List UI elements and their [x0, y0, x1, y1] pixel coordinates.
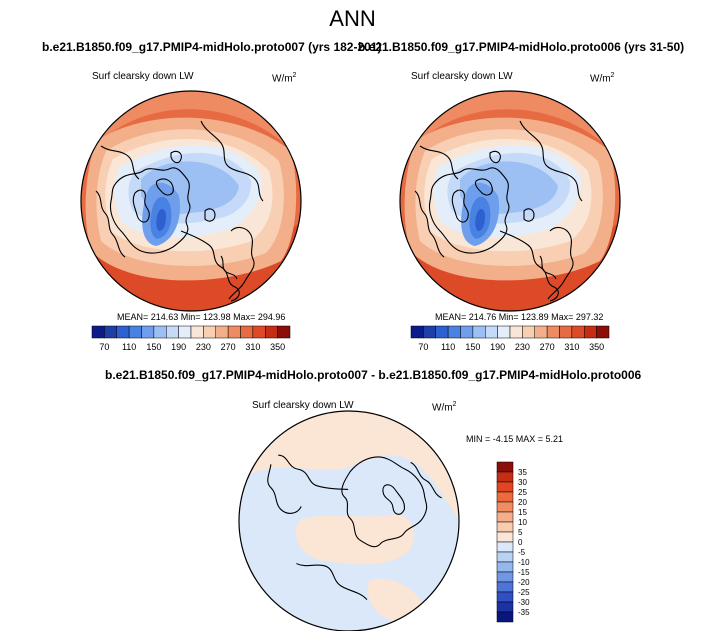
colorbar-swatch	[559, 325, 573, 339]
colorbar-label: 20	[518, 498, 527, 507]
colorbar-swatch	[460, 325, 474, 339]
colorbar-swatch	[447, 325, 461, 339]
colorbar-swatch	[546, 325, 560, 339]
colorbar-label: 150	[465, 342, 480, 352]
colorbar-label: 0	[518, 538, 523, 547]
colorbar-swatch	[596, 325, 610, 339]
colorbar-label: -35	[518, 608, 530, 617]
diff-minmax: MIN = -4.15 MAX = 5.21	[466, 434, 564, 444]
colorbar-swatch	[277, 325, 291, 339]
colorbar-label: -25	[518, 588, 530, 597]
panel-1-stats: MEAN= 214.63 Min= 123.98 Max= 294.96	[117, 312, 286, 322]
colorbar-swatch	[178, 325, 192, 339]
colorbar-label: 310	[564, 342, 579, 352]
colorbar-swatch	[435, 325, 449, 339]
colorbar-swatch	[265, 325, 278, 339]
colorbar-label: 190	[171, 342, 186, 352]
diff-title: b.e21.B1850.f09_g17.PMIP4-midHolo.proto0…	[105, 368, 642, 382]
colorbar-label: 5	[518, 528, 523, 537]
panel-1-units: W/m2	[272, 72, 297, 85]
colorbar-swatch	[571, 325, 585, 339]
colorbar-swatch	[153, 325, 167, 339]
colorbar-swatch	[496, 601, 514, 613]
colorbar-label: 230	[196, 342, 211, 352]
colorbar-label: 70	[99, 342, 109, 352]
colorbar-swatch	[496, 541, 514, 553]
colorbar-swatch	[203, 325, 216, 339]
panel-2-variable: Surf clearsky down LW	[411, 71, 513, 82]
colorbar-swatch	[116, 325, 130, 339]
colorbar-swatch	[91, 325, 105, 339]
colorbar-label: 230	[515, 342, 530, 352]
colorbar-label: -5	[518, 548, 526, 557]
colorbar-swatch	[227, 325, 241, 339]
colorbar-label: 30	[518, 478, 527, 487]
panel-1-variable: Surf clearsky down LW	[92, 71, 194, 82]
panel-2-colorbar: 70 110 150 190 230 270 310 350	[410, 325, 610, 352]
colorbar-swatch	[509, 325, 523, 339]
colorbar-label: 10	[518, 518, 527, 527]
colorbar-swatch	[190, 325, 204, 339]
panel-2-case-title: b.e21.B1850.f09_g17.PMIP4-midHolo.proto0…	[358, 40, 685, 54]
colorbar-swatch	[215, 325, 229, 339]
diff-units: W/m2	[432, 401, 457, 414]
colorbar-swatch	[496, 511, 514, 523]
colorbar-swatch	[410, 325, 424, 339]
diff-variable: Surf clearsky down LW	[252, 400, 354, 411]
colorbar-label: 35	[518, 468, 527, 477]
colorbar-swatch	[485, 325, 498, 339]
colorbar-label: 350	[589, 342, 604, 352]
colorbar-label: 190	[490, 342, 505, 352]
colorbar-swatch	[534, 325, 548, 339]
colorbar-label: -15	[518, 568, 530, 577]
colorbar-swatch	[496, 481, 514, 493]
colorbar-label: 270	[540, 342, 555, 352]
colorbar-label: 270	[221, 342, 236, 352]
colorbar-swatch	[496, 581, 514, 593]
colorbar-label: 15	[518, 508, 527, 517]
figure-title: ANN	[329, 6, 376, 31]
colorbar-swatch	[496, 461, 514, 473]
colorbar-swatch	[496, 611, 514, 623]
colorbar-swatch	[496, 551, 514, 563]
colorbar-swatch	[496, 531, 514, 543]
colorbar-swatch	[128, 325, 142, 339]
panel-1-map	[81, 91, 301, 311]
colorbar-swatch	[240, 325, 254, 339]
panel-2-units: W/m2	[590, 72, 615, 85]
colorbar-label: 110	[122, 342, 136, 352]
colorbar-label: 25	[518, 488, 527, 497]
colorbar-swatch	[423, 325, 436, 339]
colorbar-swatch	[472, 325, 486, 339]
diff-map	[239, 411, 459, 631]
colorbar-swatch	[584, 325, 597, 339]
colorbar-swatch	[497, 325, 511, 339]
colorbar-swatch	[522, 325, 535, 339]
colorbar-swatch	[496, 471, 514, 483]
colorbar-label: -10	[518, 558, 530, 567]
colorbar-label: 150	[146, 342, 161, 352]
colorbar-label: 110	[441, 342, 455, 352]
colorbar-swatch	[496, 561, 514, 573]
colorbar-swatch	[252, 325, 266, 339]
colorbar-label: 350	[270, 342, 285, 352]
colorbar-swatch	[496, 501, 514, 513]
colorbar-swatch	[104, 325, 117, 339]
colorbar-label: 70	[418, 342, 428, 352]
colorbar-swatch	[166, 325, 179, 339]
colorbar-label: -30	[518, 598, 530, 607]
panel-1-colorbar: 70 110 150 190 230 270 310 350	[91, 325, 291, 352]
colorbar-swatch	[141, 325, 155, 339]
colorbar-swatch	[496, 491, 514, 503]
panel-2-map	[400, 91, 620, 311]
colorbar-swatch	[496, 521, 514, 533]
panel-1-case-title: b.e21.B1850.f09_g17.PMIP4-midHolo.proto0…	[42, 40, 382, 54]
colorbar-swatch	[496, 591, 514, 603]
panel-2-stats: MEAN= 214.76 Min= 123.89 Max= 297.32	[435, 312, 604, 322]
colorbar-label: -20	[518, 578, 530, 587]
colorbar-swatch	[496, 571, 514, 583]
colorbar-label: 310	[245, 342, 260, 352]
